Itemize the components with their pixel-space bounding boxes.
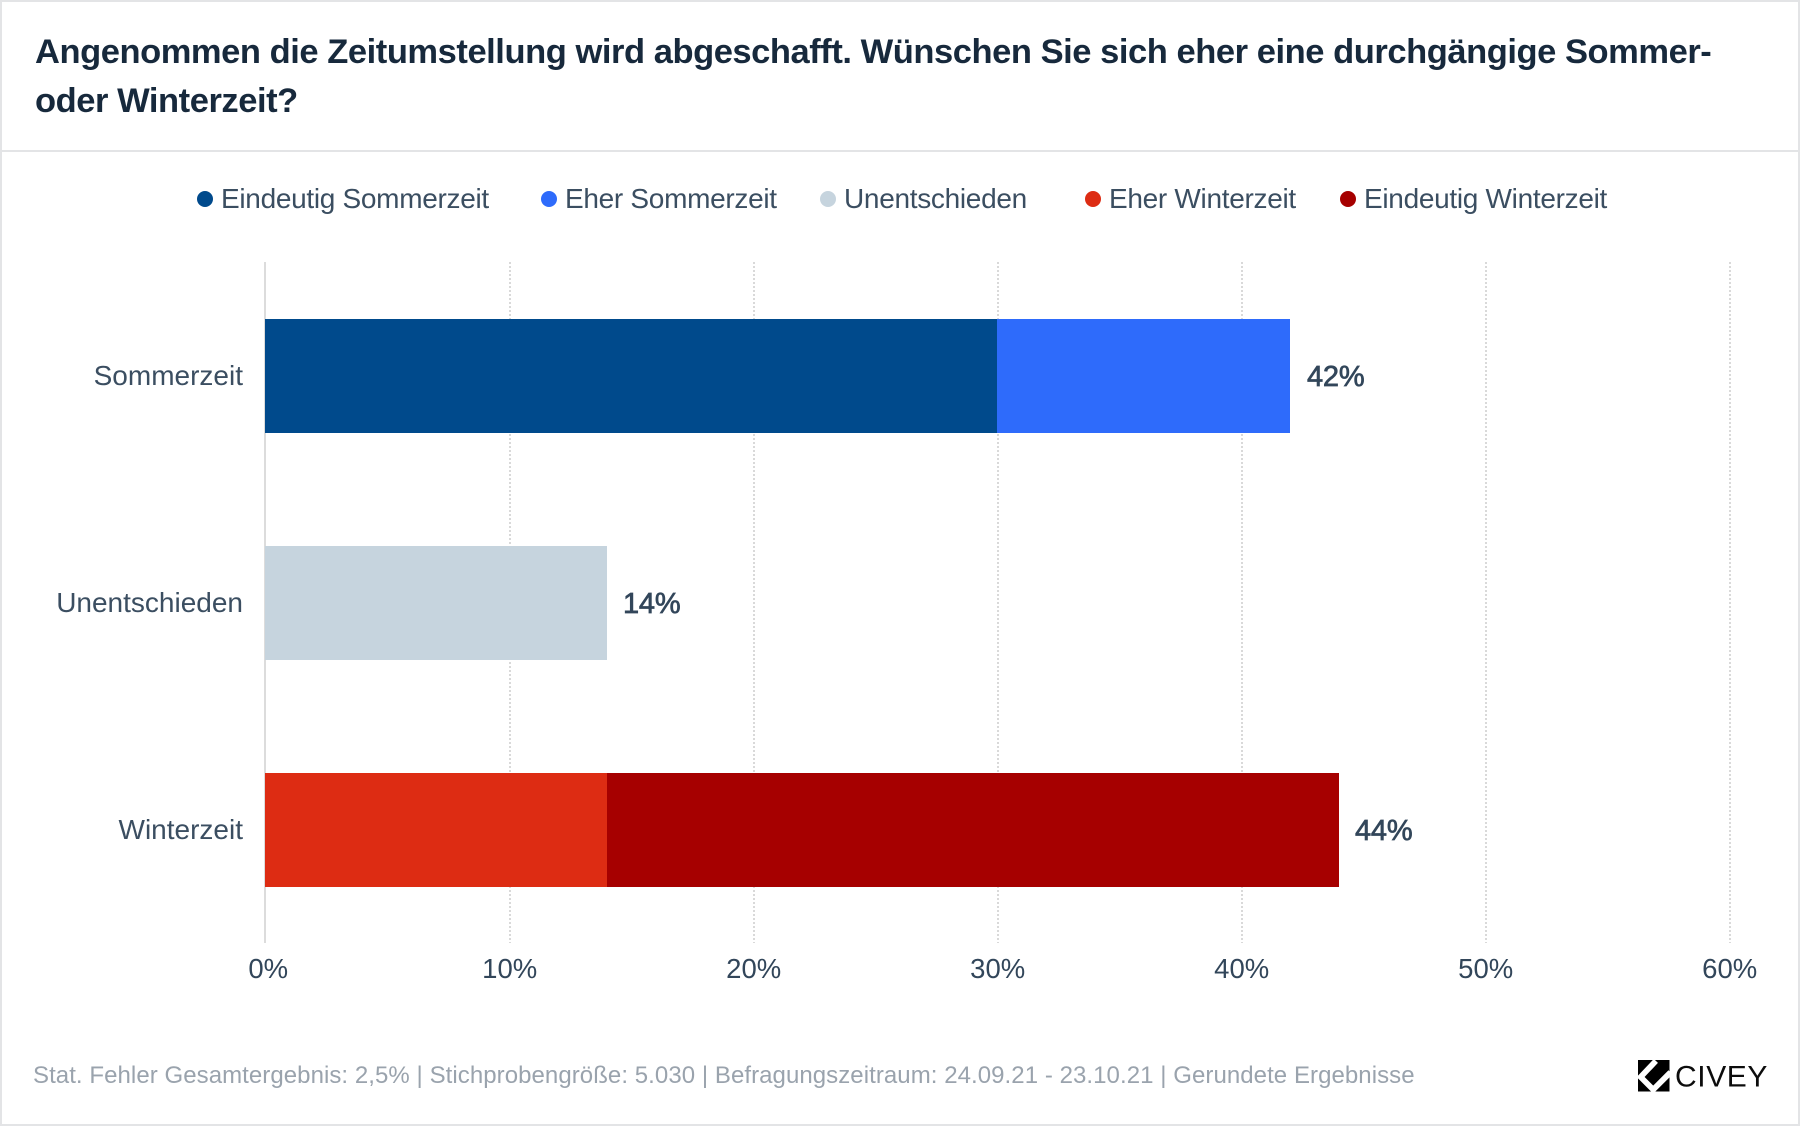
svg-text:CIVEY: CIVEY xyxy=(1675,1061,1768,1092)
